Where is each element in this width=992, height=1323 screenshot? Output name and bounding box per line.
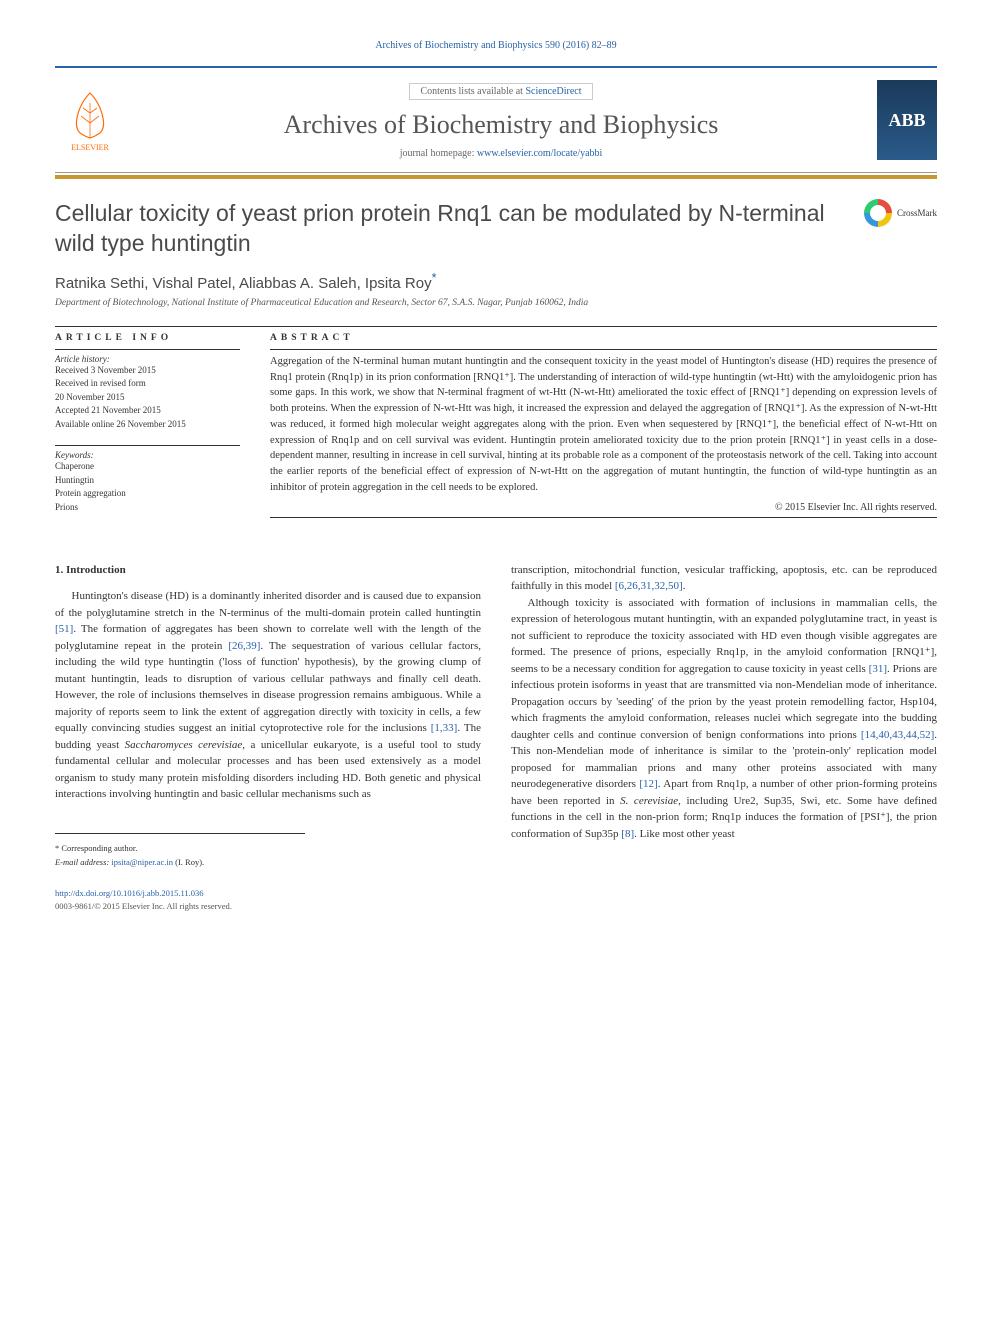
keywords-block: Keywords: Chaperone Huntingtin Protein a… xyxy=(55,445,240,514)
abstract-heading: ABSTRACT xyxy=(270,333,937,343)
keyword-3: Protein aggregation xyxy=(55,487,240,501)
affiliation: Department of Biotechnology, National In… xyxy=(55,298,937,308)
intro-para-2: Although toxicity is associated with for… xyxy=(511,595,937,843)
accepted-date: Accepted 21 November 2015 xyxy=(55,404,240,418)
species-name-2: S. cerevisiae xyxy=(620,795,678,807)
ref-link-51[interactable]: [51] xyxy=(55,623,73,635)
body-column-right: transcription, mitochondrial function, v… xyxy=(511,562,937,913)
ref-link-26-39[interactable]: [26,39] xyxy=(228,640,260,652)
doi-link[interactable]: http://dx.doi.org/10.1016/j.abb.2015.11.… xyxy=(55,888,204,898)
journal-masthead: ELSEVIER Contents lists available at Sci… xyxy=(55,66,937,173)
ref-link-31[interactable]: [31] xyxy=(869,663,887,675)
keyword-1: Chaperone xyxy=(55,460,240,474)
title-row: Cellular toxicity of yeast prion protein… xyxy=(55,199,937,259)
info-divider-1 xyxy=(55,349,240,350)
crossmark-label: CrossMark xyxy=(897,208,937,218)
text-seg: Huntington's disease (HD) is a dominantl… xyxy=(55,590,481,619)
article-info-block: ARTICLE INFO Article history: Received 3… xyxy=(55,333,240,522)
body-columns: 1. Introduction Huntington's disease (HD… xyxy=(55,562,937,913)
intro-para-1: Huntington's disease (HD) is a dominantl… xyxy=(55,588,481,803)
history-title: Article history: xyxy=(55,354,240,364)
author-list: Ratnika Sethi, Vishal Patel, Aliabbas A.… xyxy=(55,271,937,292)
article-info-heading: ARTICLE INFO xyxy=(55,333,240,343)
sciencedirect-link[interactable]: ScienceDirect xyxy=(525,86,581,97)
journal-cover-thumbnail: ABB xyxy=(877,80,937,160)
authors-text: Ratnika Sethi, Vishal Patel, Aliabbas A.… xyxy=(55,275,432,292)
corresponding-footer: * Corresponding author. E-mail address: … xyxy=(55,833,305,870)
abstract-divider-bottom xyxy=(270,517,937,518)
corresponding-marker: * xyxy=(432,271,437,285)
crossmark-badge[interactable]: CrossMark xyxy=(864,199,937,227)
crossmark-icon xyxy=(864,199,892,227)
header-citation: Archives of Biochemistry and Biophysics … xyxy=(55,40,937,51)
abstract-copyright: © 2015 Elsevier Inc. All rights reserved… xyxy=(270,502,937,513)
homepage-url[interactable]: www.elsevier.com/locate/yabbi xyxy=(477,148,602,159)
info-divider-2 xyxy=(55,445,240,446)
page-container: Archives of Biochemistry and Biophysics … xyxy=(0,0,992,953)
ref-link-8[interactable]: [8] xyxy=(621,828,634,840)
contents-prefix: Contents lists available at xyxy=(420,86,525,97)
keyword-4: Prions xyxy=(55,501,240,515)
text-seg: transcription, mitochondrial function, v… xyxy=(511,564,937,593)
doi-block: http://dx.doi.org/10.1016/j.abb.2015.11.… xyxy=(55,887,481,913)
abstract-text: Aggregation of the N-terminal human muta… xyxy=(270,354,937,496)
abstract-divider xyxy=(270,349,937,350)
ref-link-1-33[interactable]: [1,33] xyxy=(431,722,458,734)
introduction-heading: 1. Introduction xyxy=(55,562,481,579)
text-seg: . xyxy=(683,580,686,592)
email-line: E-mail address: ipsita@niper.ac.in (I. R… xyxy=(55,856,305,869)
received-date: Received 3 November 2015 xyxy=(55,364,240,378)
divider-top xyxy=(55,326,937,327)
corr-author-label: * Corresponding author. xyxy=(55,842,305,855)
species-name-1: Saccharomyces cerevisiae xyxy=(125,739,243,751)
contents-available: Contents lists available at ScienceDirec… xyxy=(409,83,592,100)
email-suffix: (I. Roy). xyxy=(173,857,204,867)
keyword-2: Huntingtin xyxy=(55,474,240,488)
revised-line-2: 20 November 2015 xyxy=(55,391,240,405)
elsevier-tree-icon xyxy=(65,88,115,143)
text-seg: . The sequestration of various cellular … xyxy=(55,640,481,735)
revised-line-1: Received in revised form xyxy=(55,377,240,391)
homepage-line: journal homepage: www.elsevier.com/locat… xyxy=(140,148,862,159)
email-prefix: E-mail address: xyxy=(55,857,111,867)
body-column-left: 1. Introduction Huntington's disease (HD… xyxy=(55,562,481,913)
issn-copyright: 0003-9861/© 2015 Elsevier Inc. All right… xyxy=(55,900,481,913)
article-title: Cellular toxicity of yeast prion protein… xyxy=(55,199,844,259)
info-abstract-row: ARTICLE INFO Article history: Received 3… xyxy=(55,333,937,522)
intro-para-1-cont: transcription, mitochondrial function, v… xyxy=(511,562,937,595)
homepage-prefix: journal homepage: xyxy=(400,148,477,159)
journal-name: Archives of Biochemistry and Biophysics xyxy=(140,110,862,140)
text-seg: . Like most other yeast xyxy=(634,828,735,840)
elsevier-logo[interactable]: ELSEVIER xyxy=(55,80,125,160)
online-date: Available online 26 November 2015 xyxy=(55,418,240,432)
abstract-block: ABSTRACT Aggregation of the N-terminal h… xyxy=(270,333,937,522)
gold-separator xyxy=(55,175,937,179)
ref-link-12[interactable]: [12] xyxy=(639,778,657,790)
masthead-center: Contents lists available at ScienceDirec… xyxy=(140,81,862,159)
elsevier-label: ELSEVIER xyxy=(71,143,109,152)
keywords-title: Keywords: xyxy=(55,450,240,460)
cover-abbrev: ABB xyxy=(888,110,925,131)
ref-link-14etc[interactable]: [14,40,43,44,52] xyxy=(861,729,934,741)
email-link[interactable]: ipsita@niper.ac.in xyxy=(111,857,173,867)
ref-link-6etc[interactable]: [6,26,31,32,50] xyxy=(615,580,683,592)
